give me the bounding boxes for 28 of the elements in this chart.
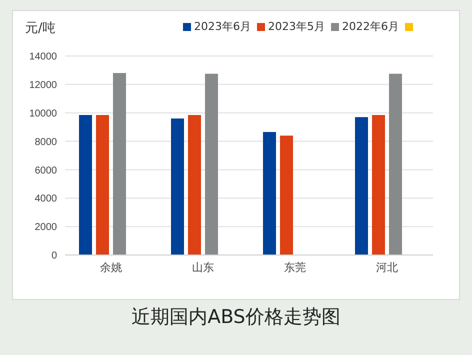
- bar: [171, 118, 184, 255]
- y-axis-title: 元/吨: [25, 20, 56, 37]
- x-tick-label: 河北: [376, 260, 398, 274]
- y-tick-label: 4000: [34, 194, 58, 205]
- legend-label: 2023年5月: [268, 19, 325, 34]
- bar: [188, 114, 201, 255]
- legend-label: 2022年6月: [342, 19, 399, 34]
- x-tick-label: 余姚: [100, 260, 122, 274]
- bar: [205, 74, 218, 255]
- y-tick-label: 8000: [34, 136, 58, 148]
- bar: [355, 117, 368, 255]
- y-tick-label: 10000: [29, 108, 58, 120]
- bar: [113, 73, 126, 255]
- text: 近期国内ABS价格走势图: [130, 305, 342, 330]
- y-tick-label: 12000: [29, 80, 58, 91]
- y-tick-label: 14000: [29, 52, 58, 63]
- y-tick-label: 0: [51, 250, 58, 262]
- y-tick-label: 6000: [34, 165, 58, 176]
- x-tick-label: 东莞: [284, 260, 306, 274]
- bar: [96, 114, 109, 255]
- legend-label: 2023年6月: [194, 19, 251, 34]
- x-tick-label: 山东: [192, 260, 214, 274]
- bar: [280, 136, 293, 255]
- bar: [372, 114, 385, 255]
- bar: [79, 114, 92, 255]
- bar: [263, 132, 276, 255]
- y-tick-label: 2000: [34, 222, 58, 234]
- bar: [389, 74, 402, 255]
